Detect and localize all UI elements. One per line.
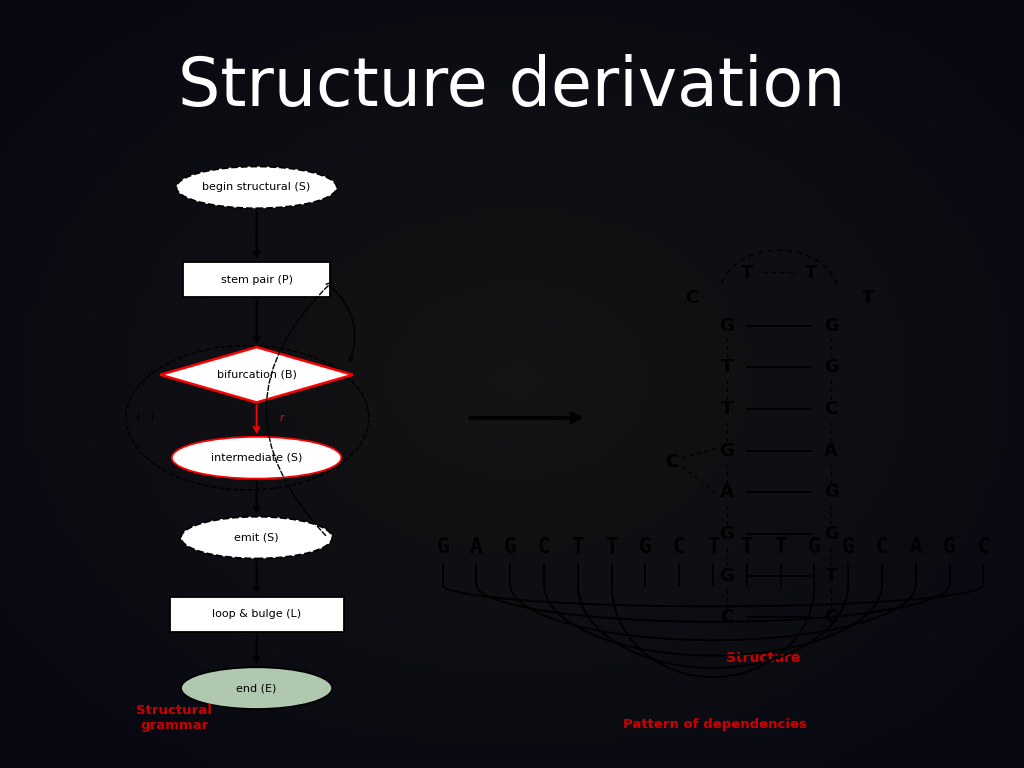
Text: T: T [707,537,719,557]
Text: C: C [720,608,733,627]
Text: G: G [639,537,651,557]
Text: G: G [504,537,516,557]
Ellipse shape [172,437,341,478]
Text: T: T [825,567,838,584]
Text: T: T [740,264,753,283]
Text: A: A [470,537,482,557]
Text: emit (S): emit (S) [234,532,279,543]
Text: T: T [721,400,733,418]
Text: Structural
grammar: Structural grammar [136,704,212,733]
Text: G: G [943,537,955,557]
Text: G: G [823,316,839,335]
Text: A: A [909,537,922,557]
Text: T: T [605,537,617,557]
Text: G: G [719,316,734,335]
Text: T: T [571,537,584,557]
Text: T: T [721,359,733,376]
Text: intermediate (S): intermediate (S) [211,452,302,463]
Text: begin structural (S): begin structural (S) [203,182,310,193]
Text: T: T [740,537,753,557]
Polygon shape [161,347,353,402]
Text: Pattern of dependencies: Pattern of dependencies [623,718,807,731]
Text: l: l [150,412,153,423]
Ellipse shape [181,667,332,709]
Text: T: T [805,264,817,283]
Text: G: G [823,525,839,543]
Ellipse shape [176,167,337,208]
Text: loop & bulge (L): loop & bulge (L) [212,609,301,620]
Text: G: G [842,537,854,557]
Text: C: C [685,289,698,307]
Text: G: G [719,442,734,460]
Text: C: C [876,537,888,557]
FancyBboxPatch shape [170,597,344,632]
Text: G: G [808,537,820,557]
Text: C: C [824,400,838,418]
Text: end (E): end (E) [237,683,276,694]
Text: stem pair (P): stem pair (P) [220,274,293,285]
Text: C: C [824,608,838,627]
Text: A: A [720,483,733,502]
Text: Structure: Structure [726,650,801,665]
Text: T: T [774,537,786,557]
Text: l: l [136,412,139,423]
Text: C: C [666,453,678,471]
Text: Structure derivation: Structure derivation [178,54,846,120]
Text: C: C [673,537,685,557]
Ellipse shape [181,517,332,558]
Text: A: A [824,442,839,460]
Text: G: G [823,359,839,376]
Text: bifurcation (B): bifurcation (B) [217,369,297,380]
Text: T: T [861,289,874,307]
Text: G: G [719,567,734,584]
Text: G: G [436,537,449,557]
Text: C: C [977,537,989,557]
Text: G: G [823,483,839,502]
FancyBboxPatch shape [183,262,330,297]
Text: C: C [538,537,550,557]
Text: G: G [719,525,734,543]
Text: r: r [280,412,284,423]
